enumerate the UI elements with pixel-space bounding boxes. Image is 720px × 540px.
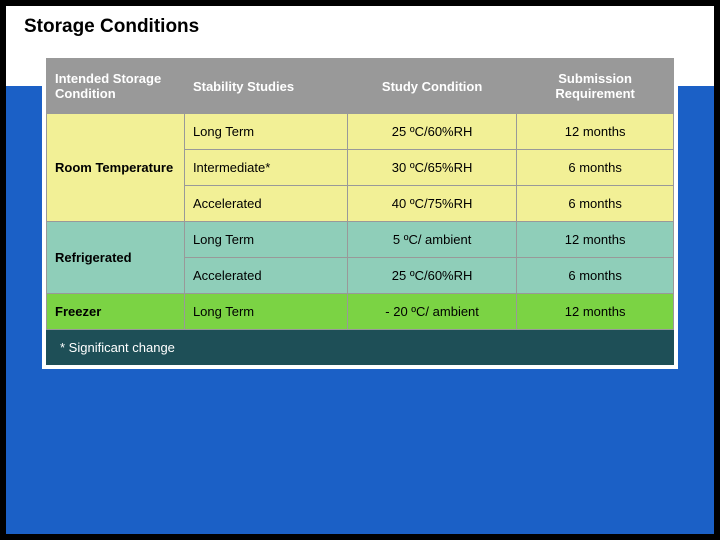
cell-requirement: 12 months — [517, 114, 674, 150]
slide-frame: Storage Conditions Intended Storage Cond… — [0, 0, 720, 540]
group-label-refrigerated: Refrigerated — [47, 222, 185, 294]
cell-requirement: 6 months — [517, 258, 674, 294]
cell-requirement: 12 months — [517, 294, 674, 330]
storage-conditions-table: Intended Storage Condition Stability Stu… — [46, 58, 674, 330]
cell-study: Long Term — [184, 114, 347, 150]
col-header-studies: Stability Studies — [184, 59, 347, 114]
cell-requirement: 6 months — [517, 186, 674, 222]
table-row: Room Temperature Long Term 25 ºC/60%RH 1… — [47, 114, 674, 150]
cell-study: Intermediate* — [184, 150, 347, 186]
col-header-intended: Intended Storage Condition — [47, 59, 185, 114]
cell-requirement: 6 months — [517, 150, 674, 186]
col-header-requirement: Submission Requirement — [517, 59, 674, 114]
cell-requirement: 12 months — [517, 222, 674, 258]
table-container: Intended Storage Condition Stability Stu… — [42, 54, 678, 369]
cell-condition: 5 ºC/ ambient — [347, 222, 516, 258]
cell-study: Accelerated — [184, 186, 347, 222]
table-header-row: Intended Storage Condition Stability Stu… — [47, 59, 674, 114]
page-title: Storage Conditions — [24, 16, 696, 38]
cell-condition: 30 ºC/65%RH — [347, 150, 516, 186]
group-label-freezer: Freezer — [47, 294, 185, 330]
col-header-condition: Study Condition — [347, 59, 516, 114]
cell-condition: - 20 ºC/ ambient — [347, 294, 516, 330]
table-row: Freezer Long Term - 20 ºC/ ambient 12 mo… — [47, 294, 674, 330]
cell-condition: 40 ºC/75%RH — [347, 186, 516, 222]
cell-study: Accelerated — [184, 258, 347, 294]
footnote: * Significant change — [46, 330, 674, 365]
cell-condition: 25 ºC/60%RH — [347, 114, 516, 150]
group-label-room-temp: Room Temperature — [47, 114, 185, 222]
cell-study: Long Term — [184, 294, 347, 330]
table-row: Refrigerated Long Term 5 ºC/ ambient 12 … — [47, 222, 674, 258]
cell-study: Long Term — [184, 222, 347, 258]
cell-condition: 25 ºC/60%RH — [347, 258, 516, 294]
